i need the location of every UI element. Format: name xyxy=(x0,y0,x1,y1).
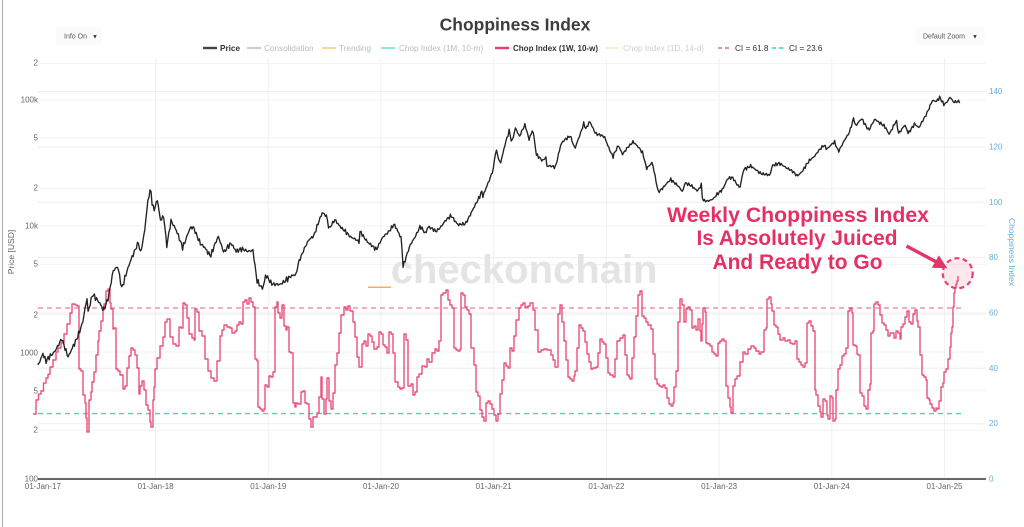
svg-text:20: 20 xyxy=(989,419,998,428)
svg-text:Consolidation: Consolidation xyxy=(264,44,314,53)
svg-text:2: 2 xyxy=(34,184,39,193)
svg-text:Price [USD]: Price [USD] xyxy=(6,230,16,274)
svg-text:01-Jan-19: 01-Jan-19 xyxy=(250,482,287,491)
svg-text:100: 100 xyxy=(25,475,39,484)
svg-text:CI = 23.6: CI = 23.6 xyxy=(789,44,823,53)
svg-text:100k: 100k xyxy=(21,96,39,105)
svg-text:2: 2 xyxy=(34,426,39,435)
svg-text:▼: ▼ xyxy=(92,35,98,41)
svg-text:01-Jan-17: 01-Jan-17 xyxy=(25,482,62,491)
svg-text:01-Jan-24: 01-Jan-24 xyxy=(814,482,851,491)
svg-text:01-Jan-20: 01-Jan-20 xyxy=(363,482,400,491)
svg-text:Chop Index (1W, 10-w): Chop Index (1W, 10-w) xyxy=(513,44,598,53)
svg-text:40: 40 xyxy=(989,364,998,373)
svg-text:5: 5 xyxy=(34,260,39,269)
svg-text:_checkonchain: _checkonchain xyxy=(367,248,657,292)
svg-text:Default Zoom: Default Zoom xyxy=(923,34,965,41)
svg-text:Chop Index (1D, 14-d): Chop Index (1D, 14-d) xyxy=(623,44,704,53)
svg-text:01-Jan-22: 01-Jan-22 xyxy=(588,482,625,491)
svg-text:Chop Index (1M, 10-m): Chop Index (1M, 10-m) xyxy=(399,44,483,53)
svg-text:60: 60 xyxy=(989,309,998,318)
svg-text:2: 2 xyxy=(34,311,39,320)
svg-text:5: 5 xyxy=(34,134,39,143)
svg-text:10k: 10k xyxy=(25,222,39,231)
svg-text:5: 5 xyxy=(34,387,39,396)
svg-text:2: 2 xyxy=(34,59,39,68)
svg-text:1000: 1000 xyxy=(20,349,38,358)
svg-text:120: 120 xyxy=(989,143,1003,152)
svg-text:Is Absolutely Juiced: Is Absolutely Juiced xyxy=(697,227,898,250)
svg-text:Trending: Trending xyxy=(339,44,371,53)
svg-text:80: 80 xyxy=(989,253,998,262)
svg-text:Choppiness Index: Choppiness Index xyxy=(440,15,591,35)
svg-text:Info On: Info On xyxy=(64,34,87,41)
svg-text:Price: Price xyxy=(220,44,240,53)
svg-text:CI = 61.8: CI = 61.8 xyxy=(735,44,769,53)
svg-text:01-Jan-18: 01-Jan-18 xyxy=(138,482,175,491)
svg-text:01-Jan-25: 01-Jan-25 xyxy=(926,482,963,491)
svg-text:140: 140 xyxy=(989,87,1003,96)
svg-text:And Ready to Go: And Ready to Go xyxy=(713,251,883,274)
svg-text:Choppiness Index: Choppiness Index xyxy=(1007,218,1017,287)
svg-text:01-Jan-21: 01-Jan-21 xyxy=(476,482,513,491)
svg-text:▼: ▼ xyxy=(972,35,978,41)
svg-text:01-Jan-23: 01-Jan-23 xyxy=(701,482,738,491)
svg-text:Weekly Choppiness Index: Weekly Choppiness Index xyxy=(667,204,929,227)
svg-text:0: 0 xyxy=(989,475,994,484)
svg-text:100: 100 xyxy=(989,198,1003,207)
